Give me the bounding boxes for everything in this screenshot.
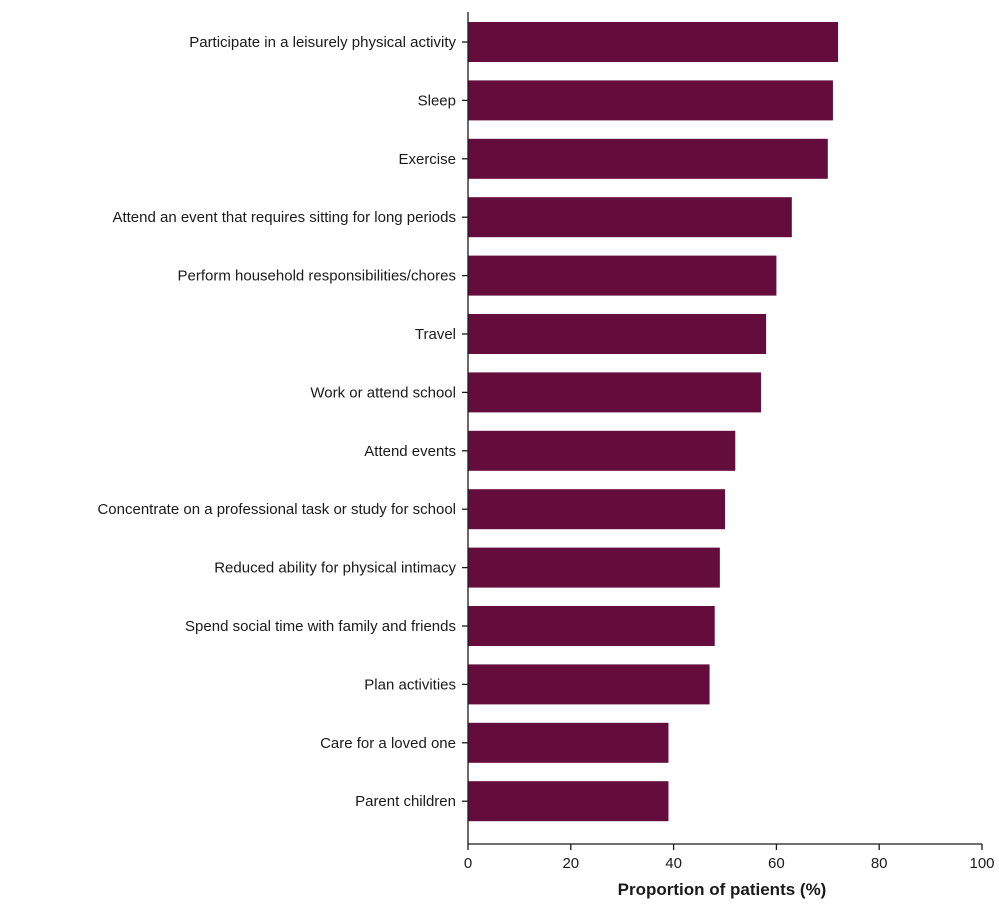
- bar-5: [468, 314, 767, 354]
- x-tick-label-3: 60: [768, 855, 785, 872]
- x-tick-label-5: 100: [969, 855, 994, 872]
- bar-1: [468, 80, 833, 121]
- category-label-13: Parent children: [355, 793, 456, 810]
- bar-4: [468, 255, 777, 296]
- category-label-6: Work or attend school: [310, 384, 456, 401]
- category-label-1: Sleep: [418, 92, 456, 109]
- category-label-0: Participate in a leisurely physical acti…: [189, 34, 456, 51]
- category-label-3: Attend an event that requires sitting fo…: [112, 209, 456, 226]
- bar-9: [468, 547, 720, 588]
- bar-7: [468, 430, 736, 471]
- bar-11: [468, 664, 710, 705]
- x-tick-label-4: 80: [871, 855, 888, 872]
- category-label-11: Plan activities: [364, 676, 456, 693]
- bar-12: [468, 722, 669, 763]
- bars-group: [468, 22, 839, 822]
- bar-8: [468, 489, 725, 530]
- category-label-5: Travel: [415, 326, 456, 343]
- x-tick-label-2: 40: [665, 855, 682, 872]
- category-label-10: Spend social time with family and friend…: [185, 618, 456, 635]
- x-axis-ticks: 0 20 40 60 80 100: [464, 844, 995, 872]
- category-labels: Participate in a leisurely physical acti…: [97, 34, 468, 810]
- bar-10: [468, 606, 715, 646]
- category-label-7: Attend events: [364, 443, 456, 460]
- x-axis-title: Proportion of patients (%): [618, 880, 827, 899]
- category-label-8: Concentrate on a professional task or st…: [97, 501, 456, 518]
- category-label-12: Care for a loved one: [320, 735, 456, 752]
- x-tick-label-1: 20: [562, 855, 579, 872]
- x-tick-label-0: 0: [464, 855, 472, 872]
- category-label-4: Perform household responsibilities/chore…: [178, 268, 456, 285]
- bar-3: [468, 197, 792, 238]
- bar-6: [468, 372, 761, 413]
- category-label-2: Exercise: [398, 151, 456, 168]
- bar-13: [468, 781, 669, 822]
- bar-0: [468, 22, 839, 62]
- bar-2: [468, 138, 828, 179]
- category-label-9: Reduced ability for physical intimacy: [214, 560, 456, 577]
